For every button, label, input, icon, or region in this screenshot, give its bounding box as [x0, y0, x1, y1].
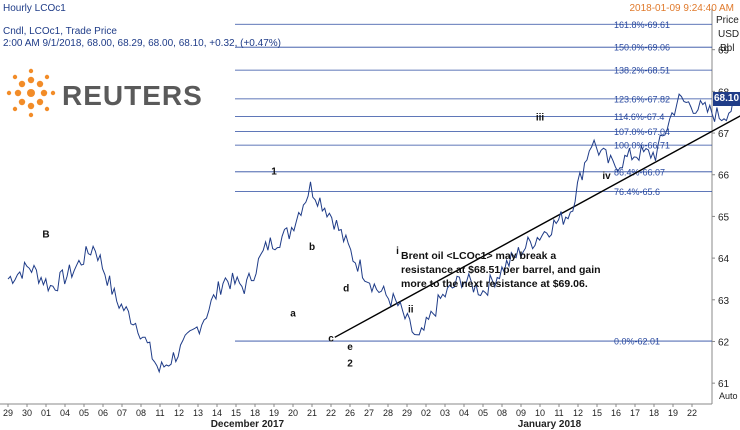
- time-tick-label: 11: [554, 408, 563, 418]
- time-tick-label: 07: [117, 408, 127, 418]
- fib-level-label: 138.2%-68.51: [614, 66, 670, 76]
- time-tick-label: 21: [307, 408, 317, 418]
- fib-level-label: 100.0%-66.71: [614, 141, 670, 151]
- analysis-note: Brent oil <LCOc1> may break a resistance…: [401, 250, 601, 290]
- time-tick-label: 22: [687, 408, 697, 418]
- wave-label: B: [42, 229, 49, 240]
- price-tick-label: 65: [718, 212, 730, 223]
- wave-label: e: [347, 342, 353, 353]
- price-tick-label: 69: [718, 46, 730, 57]
- wave-label: b: [309, 242, 315, 253]
- month-label: January 2018: [518, 419, 582, 430]
- last-price-badge: 68.10: [713, 92, 740, 106]
- ohlc-values: 2:00 AM 9/1/2018, 68.00, 68.29, 68.00, 6…: [3, 38, 207, 49]
- reuters-mark-icon: [6, 68, 56, 118]
- time-tick-label: 17: [630, 408, 640, 418]
- chart-info-line1: Cndl, LCOc1, Trade Price: [3, 26, 117, 37]
- price-series-line: [7, 93, 740, 374]
- trend-line: [334, 115, 740, 338]
- fib-level-label: 161.8%-69.61: [614, 20, 670, 30]
- last-price-value: 68.10: [713, 93, 740, 104]
- time-tick-label: 08: [136, 408, 146, 418]
- time-tick-label: 01: [41, 408, 51, 418]
- time-tick-label: 12: [573, 408, 583, 418]
- price-tick-label: 66: [718, 171, 730, 182]
- time-tick-label: 19: [269, 408, 279, 418]
- time-tick-label: 11: [155, 408, 164, 418]
- fib-level-label: 76.4%-65.6: [614, 187, 660, 197]
- wave-label: iii: [536, 113, 545, 124]
- time-tick-label: 02: [421, 408, 431, 418]
- month-label: December 2017: [211, 419, 285, 430]
- time-tick-label: 16: [611, 408, 621, 418]
- time-tick-label: 29: [3, 408, 13, 418]
- time-tick-label: 08: [497, 408, 507, 418]
- time-tick-label: 14: [212, 408, 222, 418]
- reuters-wordmark: REUTERS: [62, 80, 203, 111]
- time-tick-label: 18: [250, 408, 260, 418]
- wave-label: c: [328, 333, 334, 344]
- time-tick-label: 06: [98, 408, 108, 418]
- chart-title: Hourly LCOc1: [3, 3, 66, 14]
- wave-label: 2: [347, 358, 353, 369]
- timestamp: 2018-01-09 9:24:40 AM: [629, 3, 734, 14]
- price-tick-label: 63: [718, 296, 730, 307]
- time-tick-label: 04: [60, 408, 70, 418]
- time-tick-label: 05: [79, 408, 89, 418]
- fib-level-label: 0.0%-62.01: [614, 337, 660, 347]
- axis-title-price: Price: [716, 15, 739, 26]
- axis-title-bbl: Bbl: [720, 43, 735, 54]
- wave-label: a: [290, 308, 296, 319]
- time-tick-label: 15: [231, 408, 241, 418]
- auto-scale-button[interactable]: Auto: [719, 391, 738, 401]
- time-tick-label: 05: [478, 408, 488, 418]
- price-tick-label: 62: [718, 337, 730, 348]
- fib-level-label: 107.0%-67.04: [614, 127, 670, 137]
- time-tick-label: 04: [459, 408, 469, 418]
- time-tick-label: 12: [174, 408, 184, 418]
- fib-level-label: 114.6%-67.4: [614, 112, 664, 122]
- time-tick-label: 09: [516, 408, 526, 418]
- price-tick-label: 64: [718, 254, 730, 265]
- time-tick-label: 27: [364, 408, 374, 418]
- time-tick-label: 26: [345, 408, 355, 418]
- time-tick-label: 22: [326, 408, 336, 418]
- reuters-logo: [6, 68, 156, 118]
- time-tick-label: 18: [649, 408, 659, 418]
- chart-info-line2: 2:00 AM 9/1/2018, 68.00, 68.29, 68.00, 6…: [3, 38, 281, 49]
- axis-title-usd: USD: [718, 29, 740, 40]
- wave-label: iv: [602, 171, 611, 182]
- price-tick-label: 61: [718, 379, 730, 390]
- wave-label: d: [343, 283, 349, 294]
- wave-label: ii: [408, 304, 414, 315]
- change-value: +0.32, (+0.47%): [209, 38, 281, 49]
- time-tick-label: 10: [535, 408, 545, 418]
- time-tick-label: 15: [592, 408, 602, 418]
- price-tick-label: 67: [718, 129, 730, 140]
- fib-level-label: 123.6%-67.82: [614, 94, 670, 104]
- time-tick-label: 13: [193, 408, 203, 418]
- fib-level-label: 150.0%-69.06: [614, 43, 670, 53]
- wave-label: 1: [271, 167, 277, 178]
- time-tick-label: 29: [402, 408, 412, 418]
- time-tick-label: 20: [288, 408, 298, 418]
- time-tick-label: 30: [22, 408, 32, 418]
- time-tick-label: 28: [383, 408, 393, 418]
- time-tick-label: 19: [668, 408, 678, 418]
- time-tick-label: 03: [440, 408, 450, 418]
- fib-level-label: 86.4%-66.07: [614, 167, 665, 177]
- wave-label: i: [396, 246, 399, 257]
